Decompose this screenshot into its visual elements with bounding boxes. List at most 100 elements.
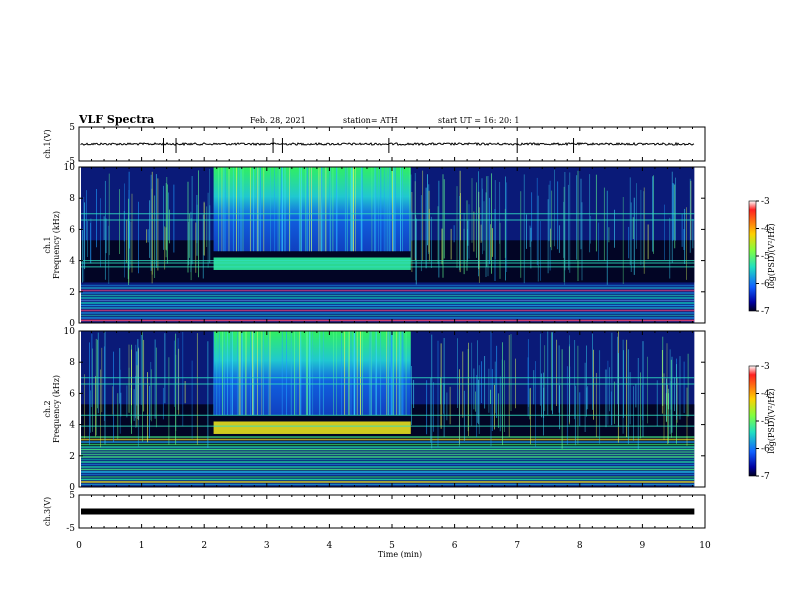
y-tick-label: 5 [69, 123, 75, 133]
x-tick-label: 5 [389, 541, 395, 551]
spectral-band-line [81, 466, 695, 468]
figure-title: VLF Spectra [78, 113, 154, 126]
y-axis-label: Frequency (kHz) [52, 211, 61, 279]
start-time-label: start UT = 16: 20: 1 [438, 116, 519, 125]
y-tick-label: 0 [69, 483, 75, 493]
spectral-band-line [81, 307, 695, 309]
colorbar-label: log(PSD)(V²/Hz) [767, 388, 776, 453]
spectral-band-line [81, 309, 695, 312]
y-axis-label: ch.1 [43, 236, 52, 253]
spectral-band-line [81, 302, 695, 304]
spectral-band-line [81, 299, 695, 302]
date-label: Feb. 28, 2021 [250, 116, 306, 125]
x-tick-label: 7 [514, 541, 520, 551]
spectral-band-line [81, 463, 695, 466]
spectral-band-line [81, 314, 695, 317]
y-tick-label: 5 [69, 491, 75, 501]
spectral-band-line [81, 476, 695, 478]
station-label: station= ATH [343, 116, 398, 125]
spectral-band-line [81, 468, 695, 471]
y-tick-label: 10 [64, 327, 76, 337]
spectral-band-line [81, 297, 695, 299]
spectral-band-line [81, 294, 695, 297]
y-tick-label: -5 [66, 157, 75, 167]
colorbar-tick-label: -7 [761, 307, 770, 317]
spectral-band-line [81, 451, 695, 453]
spectral-band-line [81, 446, 695, 448]
spectral-band-line [81, 319, 695, 322]
spectral-band-line [81, 304, 695, 307]
x-tick-label: 1 [139, 541, 145, 551]
y-tick-label: 4 [69, 421, 75, 431]
colorbar-tick-label: -6 [761, 445, 770, 455]
spectral-band-line [81, 471, 695, 473]
x-tick-label: 6 [452, 541, 458, 551]
y-tick-label: 2 [69, 452, 75, 462]
spectral-band-line [81, 483, 695, 486]
colorbar-scale [748, 365, 757, 477]
colorbar-scale [748, 200, 757, 312]
spectral-band-line [81, 436, 695, 438]
spectral-band-line [81, 473, 695, 476]
y-tick-label: 6 [69, 389, 75, 399]
spectral-band-line [81, 289, 695, 292]
y-tick-label: 0 [69, 319, 75, 329]
x-tick-label: 0 [76, 541, 82, 551]
colorbar-tick-label: -4 [761, 390, 770, 400]
x-tick-label: 8 [577, 541, 583, 551]
spectral-band-line [81, 441, 695, 443]
spectral-band-line [81, 438, 695, 441]
y-tick-label: 8 [69, 194, 75, 204]
colorbar-tick-label: -5 [761, 252, 770, 262]
spectral-band-line [81, 478, 695, 481]
intense-emission-band [213, 257, 411, 270]
x-axis-label: Time (min) [378, 550, 422, 559]
spectral-band-line [81, 284, 695, 287]
spectral-band-line [81, 456, 695, 458]
y-axis-label: ch.2 [43, 400, 52, 417]
waveform-trace [81, 508, 695, 515]
spectral-band-line [81, 287, 695, 289]
y-axis-label: ch.3(V) [43, 497, 52, 526]
spectral-band-line [81, 317, 695, 319]
y-tick-label: 6 [69, 225, 75, 235]
x-tick-label: 2 [201, 541, 207, 551]
ch1-spectrogram-panel: 0 2 4 6 8 10 ch.1 Frequency (kHz) [43, 163, 706, 329]
spectral-band-line [81, 292, 695, 294]
x-tick-label: 4 [327, 541, 333, 551]
waveform-trace [80, 141, 695, 147]
ch2-spectrogram-panel: 0 2 4 6 8 10 ch.2 Frequency (kHz) [43, 327, 706, 493]
spectral-band-line [81, 453, 695, 456]
intense-emission-block [213, 331, 411, 416]
intense-emission-block [213, 167, 411, 252]
spectral-band-line [81, 481, 695, 483]
spectral-band-line [81, 448, 695, 451]
colorbar-tick-label: -4 [761, 225, 770, 235]
y-axis-label: ch.1(V) [43, 129, 52, 158]
colorbar-tick-label: -6 [761, 280, 770, 290]
y-tick-label: -5 [66, 524, 75, 534]
spectral-band-line [81, 312, 695, 314]
x-tick-label: 9 [640, 541, 646, 551]
spectral-band-line [81, 443, 695, 446]
intense-emission-band [213, 421, 411, 434]
colorbar-tick-label: -3 [761, 362, 770, 372]
y-tick-label: 8 [69, 358, 75, 368]
x-tick-label: 3 [264, 541, 270, 551]
ch1-waveform-panel: 5 -5 ch.1(V) [43, 123, 706, 167]
y-tick-label: 4 [69, 257, 75, 267]
y-tick-label: 2 [69, 288, 75, 298]
colorbar-tick-label: -3 [761, 197, 770, 207]
colorbar-tick-label: -5 [761, 417, 770, 427]
x-tick-label: 10 [699, 541, 711, 551]
colorbar-label: log(PSD)(V²/Hz) [767, 223, 776, 288]
y-tick-label: 10 [64, 163, 76, 173]
ch1-colorbar: -3 -4 -5 -6 -7 log(PSD)(V²/Hz) [748, 197, 776, 317]
ch3-waveform-panel: 5 -5 ch.3(V) [43, 491, 706, 534]
spectral-band-line [81, 461, 695, 463]
colorbar-tick-label: -7 [761, 472, 770, 482]
spectral-band-line [81, 458, 695, 461]
y-axis-label: Frequency (kHz) [52, 375, 61, 443]
x-axis: Time (min) 0 1 2 3 4 5 6 7 8 9 10 [76, 541, 711, 559]
